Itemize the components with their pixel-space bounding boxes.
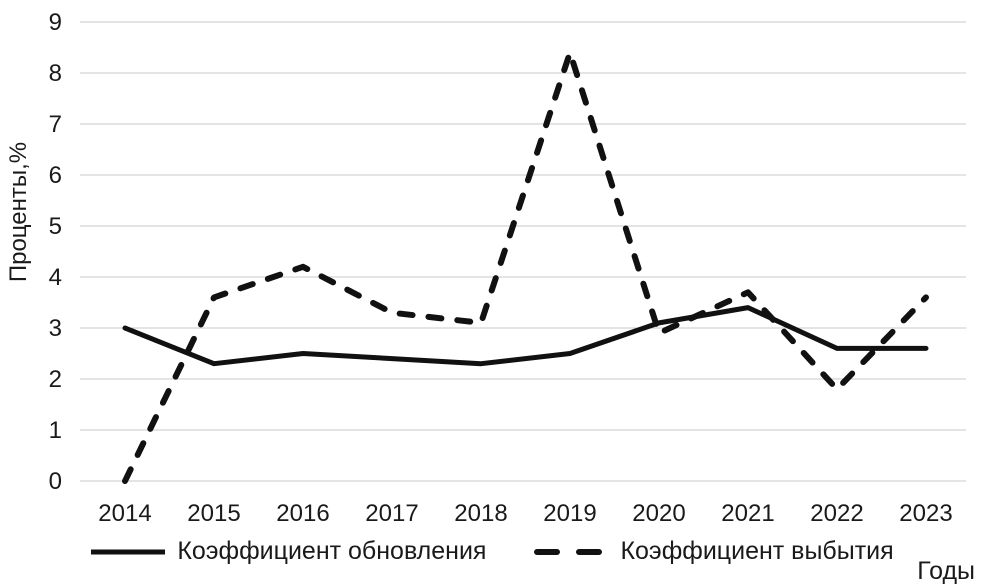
dashed-line-swatch bbox=[534, 548, 611, 555]
x-tick-label: 2016 bbox=[276, 500, 329, 527]
solid-line-swatch bbox=[91, 549, 166, 554]
y-tick-label: 6 bbox=[49, 162, 62, 189]
x-tick-label: 2014 bbox=[98, 500, 151, 527]
x-tick-label: 2021 bbox=[721, 500, 774, 527]
x-tick-label: 2022 bbox=[810, 500, 863, 527]
series-line-solid bbox=[122, 305, 929, 367]
x-tick-label: 2020 bbox=[632, 500, 685, 527]
y-tick-label: 4 bbox=[49, 264, 62, 291]
y-tick-label: 0 bbox=[49, 468, 62, 495]
y-tick-label: 9 bbox=[49, 9, 62, 36]
y-tick-label: 2 bbox=[49, 366, 62, 393]
y-tick-label: 3 bbox=[49, 315, 62, 342]
legend: Коэффициент обновления Коэффициент выбыт… bbox=[0, 537, 983, 566]
x-tick-label: 2017 bbox=[365, 500, 418, 527]
legend-label-retirement: Коэффициент выбытия bbox=[620, 537, 894, 565]
legend-item-retirement: Коэффициент выбытия bbox=[534, 537, 894, 566]
y-tick-label: 5 bbox=[49, 213, 62, 240]
y-axis-title: Проценты,% bbox=[5, 141, 32, 283]
y-tick-label: 1 bbox=[49, 417, 62, 444]
legend-item-renewal: Коэффициент обновления bbox=[89, 537, 486, 566]
x-tick-label: 2015 bbox=[187, 500, 240, 527]
x-axis-title: Годы bbox=[917, 557, 975, 585]
x-tick-label: 2019 bbox=[543, 500, 596, 527]
x-tick-label: 2018 bbox=[454, 500, 507, 527]
y-tick-label: 8 bbox=[49, 60, 62, 87]
series-line-dashed bbox=[122, 49, 929, 484]
x-tick-label: 2023 bbox=[899, 500, 952, 527]
y-tick-label: 7 bbox=[49, 111, 62, 138]
legend-label-renewal: Коэффициент обновления bbox=[177, 537, 487, 565]
